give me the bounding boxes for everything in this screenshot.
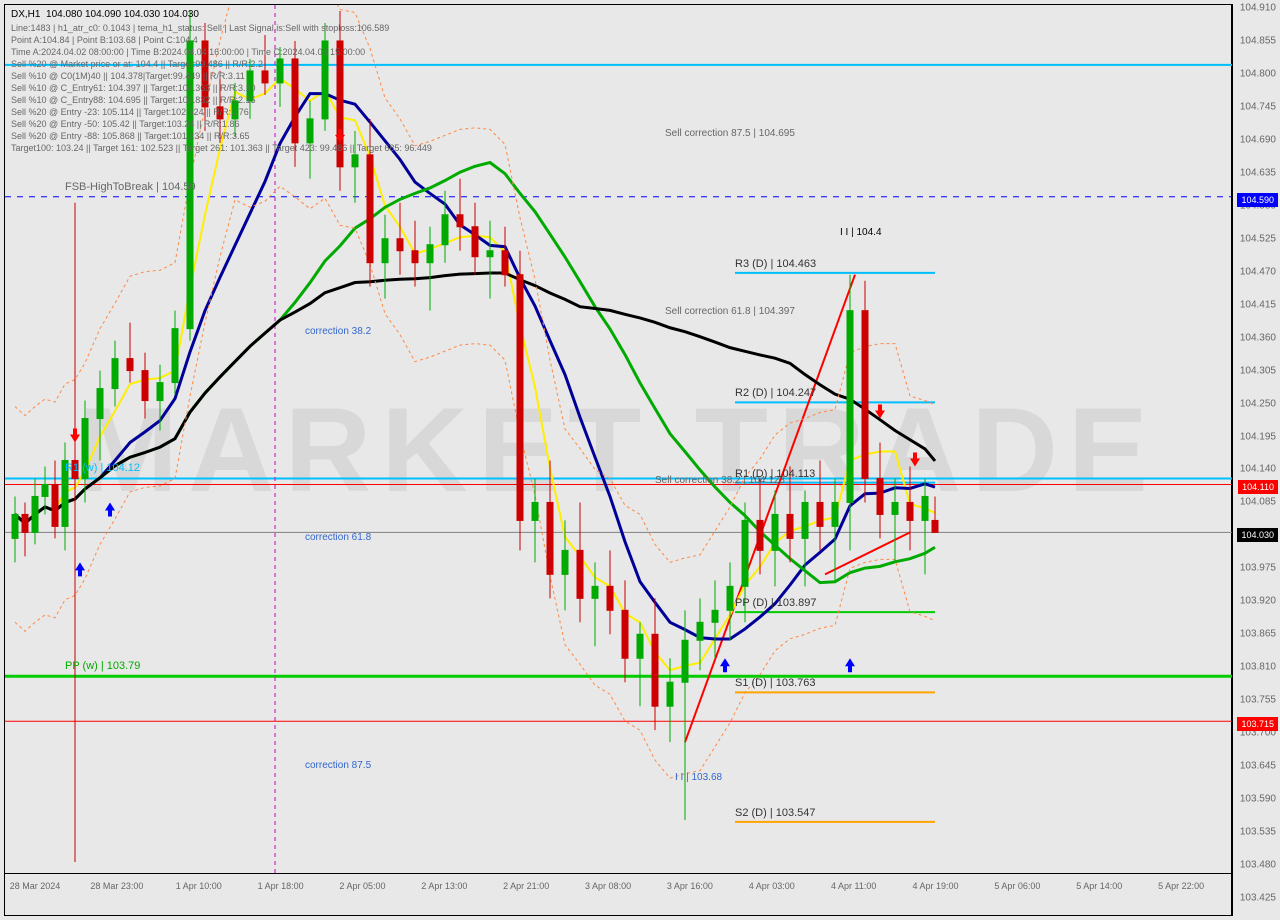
annotation: correction 87.5 — [305, 760, 371, 771]
x-tick: 5 Apr 06:00 — [994, 881, 1040, 891]
chart-container: MARKET TRADE DX,H1 104.080 104.090 104.0… — [4, 4, 1232, 916]
x-tick: 2 Apr 21:00 — [503, 881, 549, 891]
y-tick: 103.975 — [1240, 563, 1276, 574]
price-tag: 103.715 — [1237, 717, 1278, 731]
y-tick: 103.535 — [1240, 827, 1276, 838]
x-tick: 3 Apr 16:00 — [667, 881, 713, 891]
info-line: Sell %20 @ Entry -88: 105.868 || Target:… — [11, 131, 249, 141]
y-tick: 104.635 — [1240, 167, 1276, 178]
y-tick: 104.195 — [1240, 431, 1276, 442]
x-tick: 28 Mar 23:00 — [90, 881, 143, 891]
y-tick: 104.305 — [1240, 365, 1276, 376]
pivot-label: R1 (D) | 104.113 — [735, 468, 815, 480]
pivot-label: PP (D) | 103.897 — [735, 597, 817, 609]
hline-label: R1 (w) | 104.12 — [65, 462, 140, 474]
y-tick: 104.855 — [1240, 35, 1276, 46]
x-tick: 5 Apr 14:00 — [1076, 881, 1122, 891]
y-tick: 103.590 — [1240, 794, 1276, 805]
price-tag: 104.590 — [1237, 193, 1278, 207]
y-tick: 104.525 — [1240, 233, 1276, 244]
y-tick: 104.745 — [1240, 101, 1276, 112]
annotation: I I | 103.68 — [675, 772, 722, 783]
x-tick: 1 Apr 10:00 — [176, 881, 222, 891]
y-tick: 104.250 — [1240, 398, 1276, 409]
x-tick: 3 Apr 08:00 — [585, 881, 631, 891]
price-tag: 104.030 — [1237, 528, 1278, 542]
y-tick: 103.920 — [1240, 596, 1276, 607]
x-tick: 4 Apr 03:00 — [749, 881, 795, 891]
annotation: correction 61.8 — [305, 532, 371, 543]
pivot-label: R3 (D) | 104.463 — [735, 258, 816, 270]
chart-area[interactable]: MARKET TRADE DX,H1 104.080 104.090 104.0… — [5, 5, 1231, 895]
hline-label: PP (w) | 103.79 — [65, 660, 140, 672]
x-tick: 2 Apr 05:00 — [339, 881, 385, 891]
watermark: MARKET TRADE — [78, 381, 1158, 519]
y-tick: 104.910 — [1240, 3, 1276, 14]
y-tick: 103.645 — [1240, 761, 1276, 772]
x-tick: 2 Apr 13:00 — [421, 881, 467, 891]
info-line: Sell %20 @ Entry -50: 105.42 || Target:1… — [11, 119, 239, 129]
info-line: Target100: 103.24 || Target 161: 102.523… — [11, 143, 432, 153]
annotation: correction 38.2 — [305, 326, 371, 337]
y-tick: 104.690 — [1240, 134, 1276, 145]
pivot-label: S1 (D) | 103.763 — [735, 677, 816, 689]
pivot-label: R2 (D) | 104.247 — [735, 387, 816, 399]
info-line: Sell %10 @ C_Entry61: 104.397 || Target:… — [11, 83, 255, 93]
annotation: Sell correction 87.5 | 104.695 — [665, 128, 795, 139]
info-line: Sell %10 @ C_Entry88: 104.695 || Target:… — [11, 95, 255, 105]
info-line: Line:1483 | h1_atr_c0: 0.1043 | tema_h1_… — [11, 23, 389, 33]
y-tick: 103.755 — [1240, 695, 1276, 706]
y-tick: 104.140 — [1240, 464, 1276, 475]
y-tick: 104.800 — [1240, 68, 1276, 79]
x-tick: 4 Apr 19:00 — [913, 881, 959, 891]
info-line: Sell %20 @ Entry -23: 105.114 || Target:… — [11, 107, 249, 117]
x-tick: 28 Mar 2024 — [10, 881, 61, 891]
y-tick: 103.425 — [1240, 893, 1276, 904]
pivot-label: S2 (D) | 103.547 — [735, 807, 816, 819]
y-tick: 104.360 — [1240, 332, 1276, 343]
y-axis: 104.910 104.855 104.800 104.745 104.690 104.6… — [1232, 4, 1280, 916]
price-tag: 104.110 — [1238, 480, 1278, 494]
symbol-title: DX,H1 104.080 104.090 104.030 104.030 — [11, 9, 199, 20]
info-line: Time A:2024.04.02 08:00:00 | Time B:2024… — [11, 47, 365, 57]
x-tick: 1 Apr 18:00 — [258, 881, 304, 891]
info-line: Point A:104.84 | Point B:103.68 | Point … — [11, 35, 198, 45]
y-tick: 103.810 — [1240, 662, 1276, 673]
y-tick: 103.865 — [1240, 629, 1276, 640]
info-line: Sell %20 @ Market price or at: 104.4 || … — [11, 59, 263, 69]
y-tick: 104.470 — [1240, 266, 1276, 277]
x-axis: 28 Mar 2024 28 Mar 23:00 1 Apr 10:00 1 Apr … — [5, 873, 1231, 895]
annotation: I I | 104.4 — [840, 227, 882, 238]
y-tick: 103.480 — [1240, 860, 1276, 871]
x-tick: 5 Apr 22:00 — [1158, 881, 1204, 891]
y-tick: 104.415 — [1240, 299, 1276, 310]
annotation: Sell correction 61.8 | 104.397 — [665, 306, 795, 317]
x-tick: 4 Apr 11:00 — [831, 881, 876, 891]
hline-label: FSB-HighToBreak | 104.59 — [65, 181, 196, 193]
info-line: Sell %10 @ C0(1M)40 || 104.378|Target:99… — [11, 71, 245, 81]
y-tick: 104.085 — [1240, 497, 1276, 508]
